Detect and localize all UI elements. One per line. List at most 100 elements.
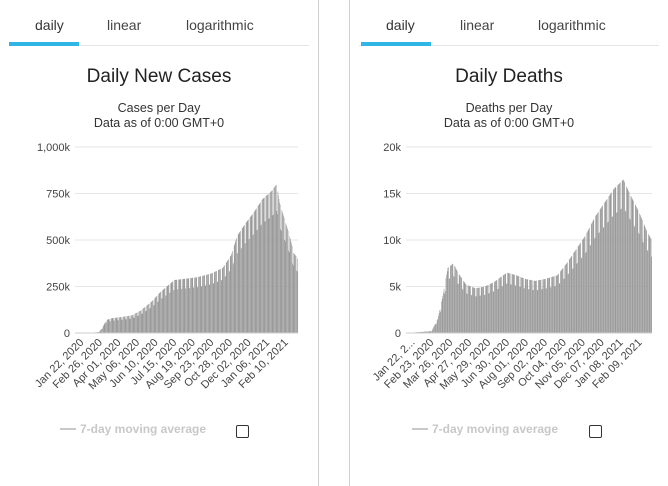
bar xyxy=(127,316,128,333)
bar xyxy=(620,209,622,333)
tab-daily[interactable]: daily xyxy=(386,17,415,33)
bar xyxy=(464,282,466,333)
bar xyxy=(120,317,121,333)
bar xyxy=(262,198,264,333)
bar xyxy=(586,232,588,333)
bar xyxy=(574,251,576,333)
bar xyxy=(431,330,433,333)
bar xyxy=(629,218,630,333)
bar xyxy=(603,226,605,333)
bar xyxy=(277,214,278,333)
bar xyxy=(626,187,628,333)
legend-label: 7-day moving average xyxy=(80,422,207,436)
bar xyxy=(571,255,573,333)
bar xyxy=(591,222,593,333)
bar xyxy=(237,234,239,333)
bar xyxy=(215,271,216,333)
tab-logarithmic[interactable]: logarithmic xyxy=(538,17,606,33)
chart-title: Daily Deaths xyxy=(455,66,563,87)
bar xyxy=(522,277,524,333)
bar xyxy=(608,196,610,333)
bar xyxy=(478,287,480,333)
bar xyxy=(183,278,185,333)
tab-daily[interactable]: daily xyxy=(35,17,64,33)
bar xyxy=(179,279,181,333)
bar xyxy=(554,286,556,333)
moving-average-legend[interactable]: 7-day moving average xyxy=(60,422,206,436)
bar xyxy=(292,265,294,333)
bar xyxy=(100,329,102,333)
bar xyxy=(550,287,551,333)
bar xyxy=(249,238,250,333)
bar xyxy=(144,307,145,333)
bar xyxy=(581,257,583,333)
bar xyxy=(580,258,582,333)
bar xyxy=(210,273,212,333)
bar xyxy=(621,208,622,333)
moving-average-legend[interactable]: 7-day moving average xyxy=(412,422,558,436)
bar xyxy=(523,278,524,333)
bar xyxy=(278,199,280,333)
bar xyxy=(525,279,527,333)
bar xyxy=(633,225,635,333)
moving-average-checkbox[interactable] xyxy=(589,425,602,438)
tab-linear[interactable]: linear xyxy=(107,17,142,33)
bar xyxy=(490,283,492,333)
bar xyxy=(521,277,523,333)
y-tick-label: 500k xyxy=(46,235,70,247)
bar xyxy=(562,268,564,333)
bar xyxy=(516,275,517,333)
bar xyxy=(650,238,652,333)
bar xyxy=(124,316,126,333)
bar xyxy=(479,295,481,333)
bar xyxy=(594,237,596,333)
bar xyxy=(433,327,434,333)
bar xyxy=(551,276,553,333)
bar xyxy=(544,279,546,333)
bar xyxy=(172,281,174,333)
bar xyxy=(233,262,234,333)
tab-linear[interactable]: linear xyxy=(460,17,495,33)
moving-average-checkbox[interactable] xyxy=(236,425,249,438)
bar xyxy=(558,273,559,333)
bar xyxy=(421,331,423,333)
bar xyxy=(497,289,498,333)
bar xyxy=(600,208,602,333)
bar xyxy=(623,179,624,333)
bar xyxy=(594,238,595,333)
bar xyxy=(604,201,606,333)
bar xyxy=(451,264,452,333)
bar xyxy=(567,274,569,333)
bar xyxy=(192,277,194,333)
bar xyxy=(225,276,226,333)
bar xyxy=(474,288,476,333)
bar xyxy=(147,304,149,333)
bar xyxy=(553,276,555,333)
bar xyxy=(265,221,266,333)
bar xyxy=(180,279,182,333)
bar xyxy=(168,284,170,333)
bar xyxy=(291,243,292,333)
bar xyxy=(145,311,146,333)
bar xyxy=(190,278,191,333)
bar xyxy=(185,288,187,333)
bar xyxy=(119,317,121,333)
bar xyxy=(606,199,608,333)
bar xyxy=(193,287,194,333)
bar xyxy=(520,277,522,333)
bar xyxy=(127,315,129,333)
bar xyxy=(284,239,285,333)
tab-logarithmic[interactable]: logarithmic xyxy=(186,17,254,33)
bar xyxy=(152,300,153,333)
bar xyxy=(240,248,242,333)
bar xyxy=(500,277,502,333)
bar xyxy=(113,320,115,333)
bar xyxy=(143,308,144,333)
bar xyxy=(519,286,520,333)
bar xyxy=(610,193,612,333)
bar xyxy=(614,188,615,333)
bar xyxy=(130,318,131,333)
bar xyxy=(618,184,619,333)
bar xyxy=(619,182,621,333)
bar xyxy=(139,310,141,333)
